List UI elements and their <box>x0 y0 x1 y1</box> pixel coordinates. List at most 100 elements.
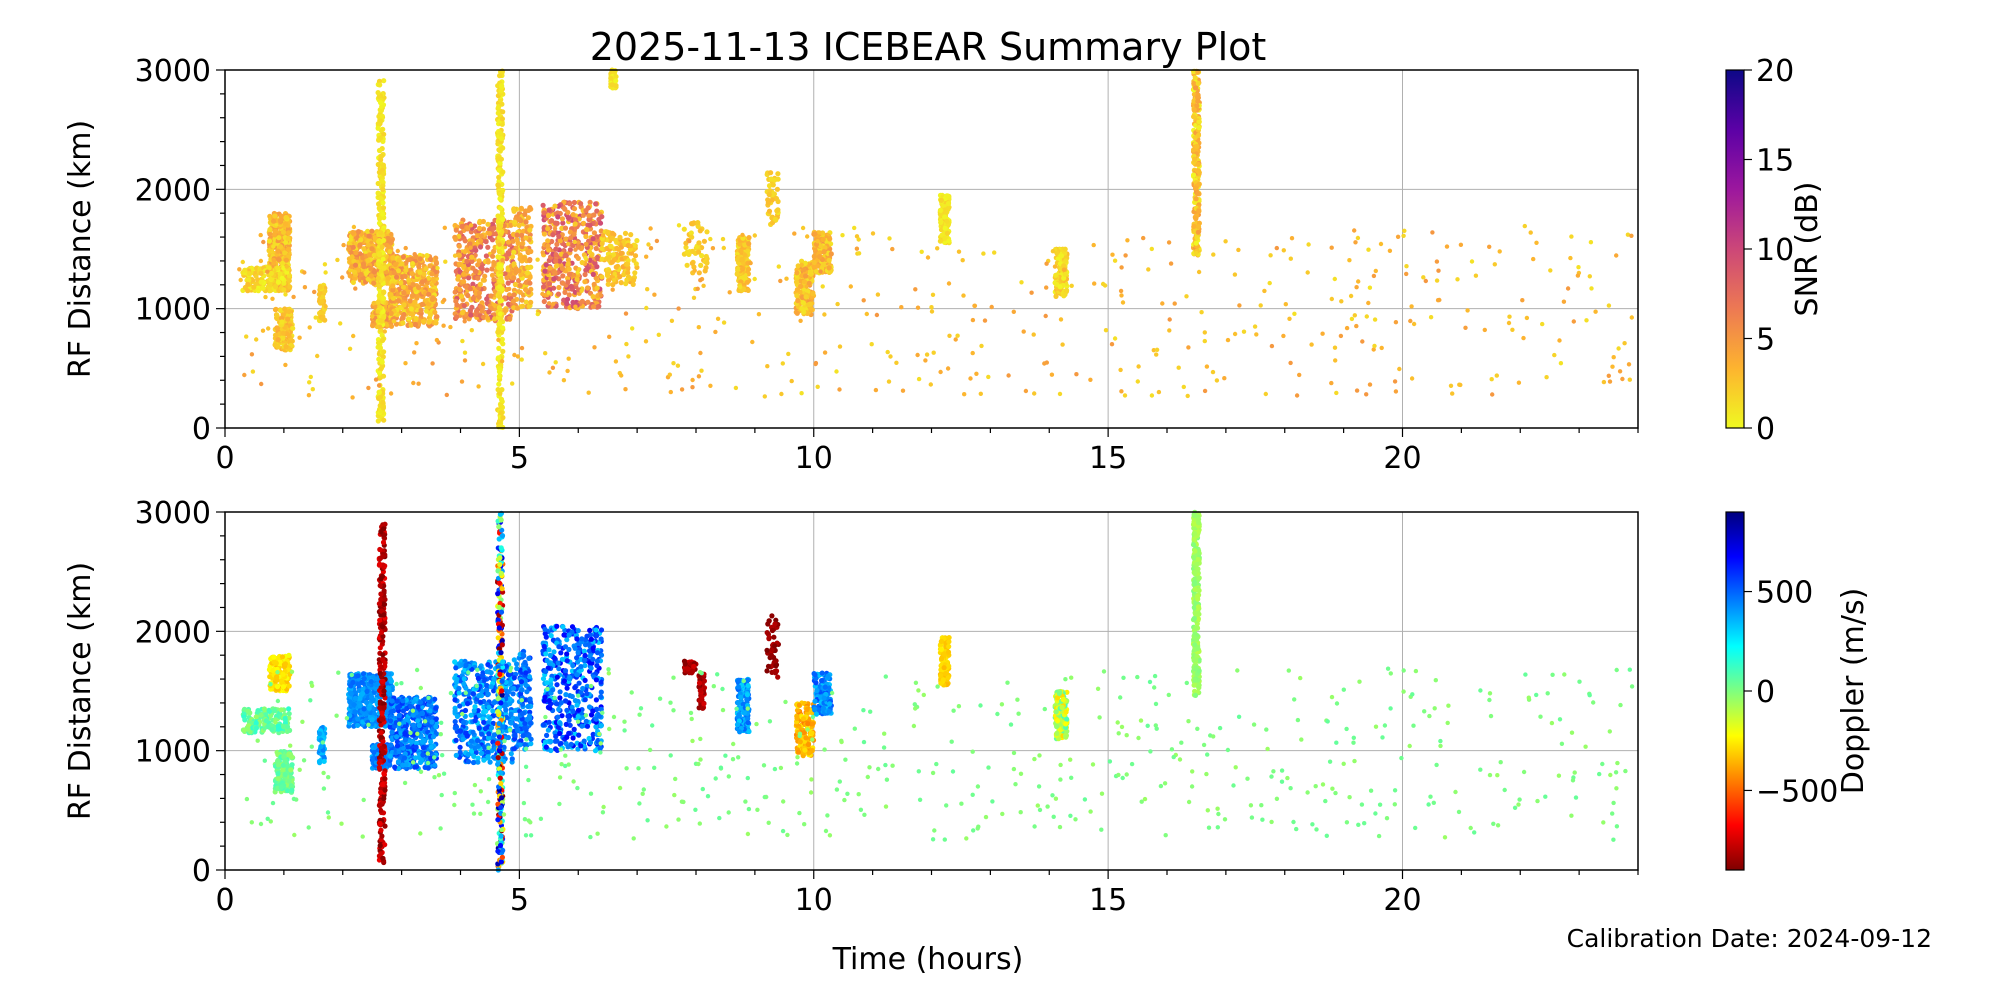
data-point <box>563 253 568 258</box>
data-point <box>590 236 595 241</box>
data-point <box>287 309 292 314</box>
data-point <box>838 344 842 348</box>
data-point <box>1435 278 1439 282</box>
data-point <box>926 255 930 259</box>
data-point <box>938 208 943 213</box>
data-point <box>1455 277 1459 281</box>
data-point <box>378 395 383 400</box>
data-point <box>957 250 961 254</box>
data-point <box>946 238 951 243</box>
data-point <box>901 389 905 393</box>
data-points <box>237 68 1634 430</box>
data-point <box>457 287 462 292</box>
data-point <box>748 261 752 265</box>
data-point <box>551 302 555 306</box>
data-point <box>462 249 467 254</box>
data-point <box>813 232 817 236</box>
data-point <box>813 362 817 366</box>
data-point <box>499 410 504 415</box>
data-point <box>580 260 585 265</box>
data-point <box>378 135 383 140</box>
data-point <box>426 292 431 297</box>
data-point <box>552 271 557 276</box>
data-point <box>1092 281 1096 285</box>
data-point <box>527 258 532 263</box>
data-point <box>1259 303 1263 307</box>
data-point <box>799 391 803 395</box>
data-point <box>645 287 649 291</box>
data-point <box>1064 288 1069 293</box>
data-point <box>708 237 712 241</box>
data-point <box>418 256 423 261</box>
data-point <box>1042 361 1046 365</box>
data-point <box>365 258 370 263</box>
data-point <box>511 250 516 255</box>
data-point <box>393 262 398 267</box>
data-point <box>500 211 505 216</box>
doppler-colorbar-label: Doppler (m/s) <box>1836 588 1871 795</box>
data-point <box>495 254 500 259</box>
data-point <box>497 305 502 310</box>
data-point <box>376 126 381 131</box>
data-point <box>1044 314 1048 318</box>
data-point <box>1024 389 1028 393</box>
data-point <box>1123 253 1127 257</box>
data-point <box>484 268 489 273</box>
data-point <box>566 215 571 220</box>
data-point <box>381 171 386 176</box>
data-point <box>1119 389 1123 393</box>
data-point <box>1119 293 1123 297</box>
data-point <box>376 191 381 196</box>
data-point <box>516 241 521 246</box>
data-point <box>1275 246 1279 250</box>
data-point <box>241 260 245 264</box>
data-point <box>259 280 264 285</box>
data-point <box>1119 289 1123 293</box>
data-point <box>546 290 550 294</box>
data-point <box>274 325 279 330</box>
data-point <box>704 260 709 265</box>
data-point <box>497 249 502 254</box>
data-point <box>1233 272 1237 276</box>
data-point <box>481 362 485 366</box>
data-point <box>745 280 750 285</box>
data-point <box>283 344 288 349</box>
data-point <box>929 305 933 309</box>
data-point <box>584 227 589 232</box>
data-point <box>401 290 406 295</box>
data-point <box>822 249 827 254</box>
data-point <box>870 342 874 346</box>
data-point <box>281 336 285 340</box>
data-point <box>397 257 402 262</box>
data-point <box>803 273 808 278</box>
data-point <box>484 296 489 301</box>
data-point <box>983 318 987 322</box>
data-point <box>1523 224 1527 228</box>
data-point <box>857 251 861 255</box>
data-point <box>1061 263 1066 268</box>
data-point <box>308 325 312 329</box>
data-point <box>1063 272 1068 277</box>
data-point <box>499 102 504 107</box>
data-point <box>462 303 467 308</box>
data-point <box>1333 346 1337 350</box>
data-point <box>1195 191 1200 196</box>
data-point <box>272 213 277 218</box>
data-point <box>428 257 433 262</box>
data-point <box>1059 317 1063 321</box>
data-point <box>1196 81 1201 86</box>
data-point <box>716 317 720 321</box>
data-point <box>930 309 934 313</box>
data-point <box>520 242 524 246</box>
data-point <box>1203 339 1207 343</box>
data-point <box>378 230 383 235</box>
data-point <box>607 335 611 339</box>
data-point <box>445 393 449 397</box>
data-point <box>624 311 628 315</box>
data-point <box>522 212 527 217</box>
data-point <box>795 298 800 303</box>
data-point <box>424 253 429 258</box>
data-point <box>722 246 726 250</box>
data-point <box>259 382 263 386</box>
